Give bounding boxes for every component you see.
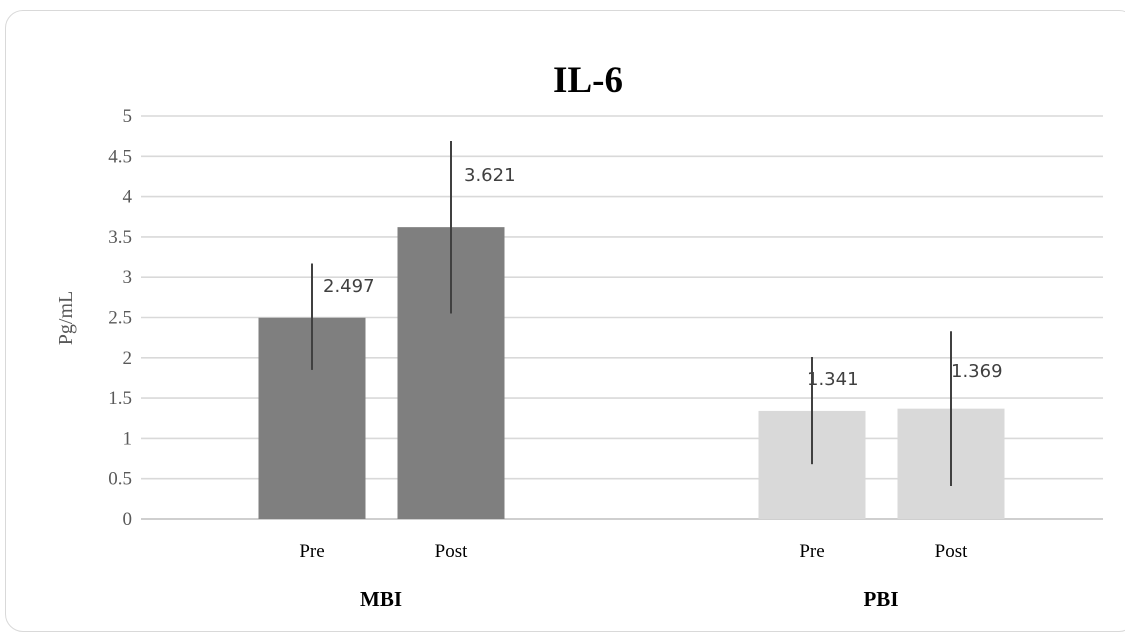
y-tick-label: 0.5	[108, 469, 132, 490]
x-group-label: PBI	[863, 587, 898, 611]
chart-title: IL-6	[553, 60, 623, 101]
chart-canvas: IL-6 Pg/mL 0 0.5 1 1.5 2 2.5 3 3.5 4 4.5 5 2.497 3.…	[55, 60, 1103, 611]
y-axis-ticks: 0 0.5 1 1.5 2 2.5 3 3.5 4 4.5 5	[108, 106, 132, 530]
y-tick-label: 5	[123, 106, 133, 127]
chart-frame	[5, 10, 1125, 632]
y-tick-label: 1.5	[108, 388, 132, 409]
x-tick-label: Post	[435, 541, 468, 562]
data-labels: 2.497 3.621 1.341 1.369	[323, 165, 1003, 390]
y-tick-label: 1	[123, 428, 133, 449]
y-tick-label: 4	[123, 187, 133, 208]
x-tick-label: Pre	[799, 541, 824, 562]
data-label: 1.369	[951, 361, 1003, 382]
x-tick-label: Post	[935, 541, 968, 562]
bars	[258, 227, 1005, 519]
data-label: 1.341	[807, 369, 859, 390]
y-tick-label: 0	[123, 509, 133, 530]
error-bars	[311, 140, 952, 486]
data-label: 2.497	[323, 276, 375, 297]
y-tick-label: 2	[123, 348, 133, 369]
y-tick-label: 3	[123, 267, 133, 288]
y-axis-label: Pg/mL	[55, 291, 77, 345]
y-tick-label: 4.5	[108, 146, 132, 167]
data-label: 3.621	[464, 165, 516, 186]
x-tick-label: Pre	[299, 541, 324, 562]
y-tick-label: 2.5	[108, 308, 132, 329]
y-tick-label: 3.5	[108, 227, 132, 248]
x-axis-labels: Pre Post MBI Pre Post PBI	[299, 541, 968, 611]
x-group-label: MBI	[360, 587, 402, 611]
